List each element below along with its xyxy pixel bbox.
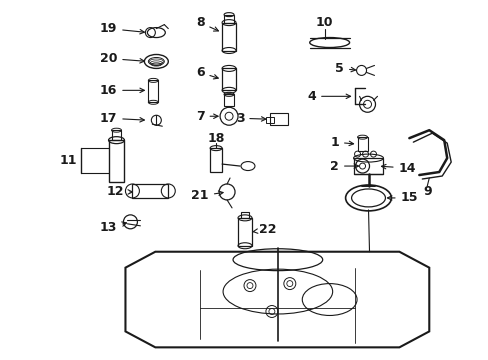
Bar bbox=[265, 117, 273, 123]
Text: 6: 6 bbox=[196, 66, 218, 79]
Text: 10: 10 bbox=[315, 16, 333, 29]
Bar bbox=[238, 218, 251, 246]
Text: 17: 17 bbox=[100, 112, 144, 125]
Text: 22: 22 bbox=[253, 223, 276, 236]
Text: 13: 13 bbox=[100, 221, 126, 234]
Bar bbox=[269, 113, 287, 125]
Bar bbox=[353, 158, 383, 174]
Bar bbox=[111, 130, 121, 140]
Bar bbox=[224, 94, 234, 106]
Bar bbox=[210, 148, 222, 172]
Text: 12: 12 bbox=[106, 185, 132, 198]
Text: 20: 20 bbox=[100, 52, 144, 65]
Text: 19: 19 bbox=[100, 22, 144, 35]
Text: 21: 21 bbox=[191, 189, 223, 202]
Text: 15: 15 bbox=[386, 192, 417, 204]
Text: 16: 16 bbox=[100, 84, 144, 97]
Bar bbox=[222, 23, 236, 50]
Text: 4: 4 bbox=[307, 90, 350, 103]
Bar bbox=[224, 15, 234, 23]
Text: 11: 11 bbox=[60, 154, 77, 167]
Text: 8: 8 bbox=[196, 16, 218, 31]
Text: 1: 1 bbox=[329, 136, 353, 149]
Text: 14: 14 bbox=[381, 162, 415, 175]
Bar bbox=[222, 68, 236, 90]
Text: 2: 2 bbox=[329, 159, 358, 172]
Bar bbox=[148, 80, 158, 102]
Text: 7: 7 bbox=[195, 110, 218, 123]
Text: 18: 18 bbox=[207, 132, 224, 145]
Text: 3: 3 bbox=[235, 112, 265, 125]
Bar bbox=[132, 184, 168, 198]
Bar bbox=[241, 212, 248, 218]
Text: 5: 5 bbox=[335, 62, 355, 75]
Bar bbox=[357, 137, 367, 151]
Bar bbox=[108, 140, 124, 182]
Text: 9: 9 bbox=[422, 185, 431, 198]
